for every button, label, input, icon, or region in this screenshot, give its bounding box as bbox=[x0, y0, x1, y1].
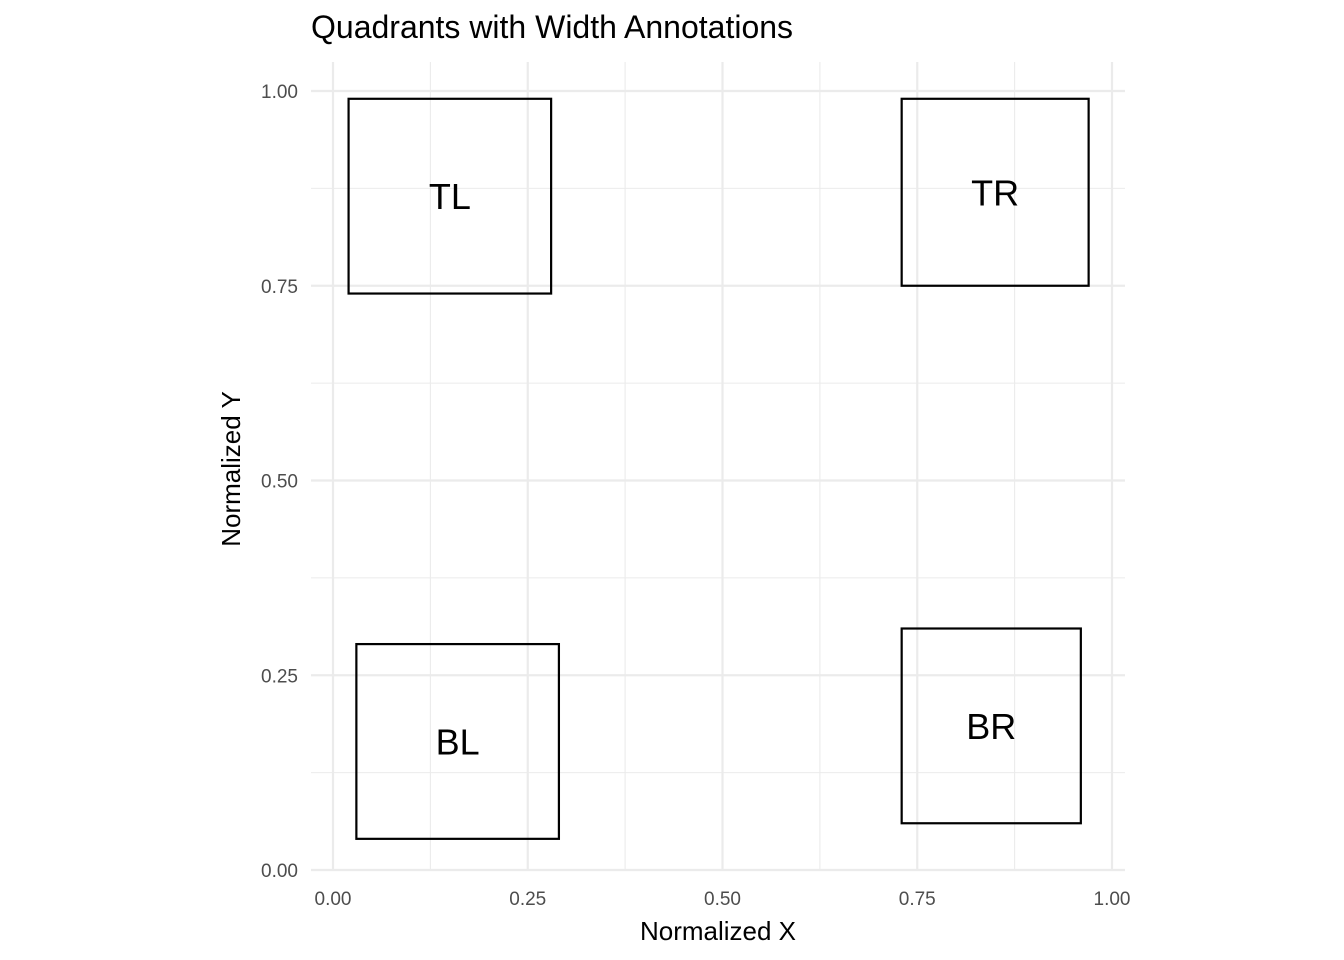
x-axis-title: Normalized X bbox=[640, 916, 796, 946]
boxes: TL TR BL BR bbox=[347, 97, 1090, 840]
box-tr bbox=[900, 97, 1090, 287]
box-label-tl: TL bbox=[429, 176, 471, 217]
y-tick-label: 0.75 bbox=[261, 277, 298, 298]
tick-labels: 0.00 0.25 0.50 0.75 1.00 0.00 0.25 0.50 0.75 1.00 bbox=[261, 82, 1130, 910]
y-tick-label: 1.00 bbox=[261, 82, 298, 103]
x-tick-label: 0.50 bbox=[704, 889, 741, 910]
x-tick-label: 0.00 bbox=[315, 889, 352, 910]
chart-title: Quadrants with Width Annotations bbox=[311, 9, 793, 45]
x-tick-label: 1.00 bbox=[1094, 889, 1131, 910]
box-bl bbox=[355, 642, 561, 840]
box-br bbox=[900, 627, 1082, 825]
grid bbox=[311, 62, 1125, 872]
box-label-bl: BL bbox=[436, 721, 480, 762]
x-tick-label: 0.75 bbox=[899, 889, 936, 910]
x-tick-label: 0.25 bbox=[509, 889, 546, 910]
y-axis-title: Normalized Y bbox=[216, 391, 246, 547]
y-tick-label: 0.00 bbox=[261, 861, 298, 882]
y-tick-label: 0.25 bbox=[261, 666, 298, 687]
box-label-br: BR bbox=[966, 706, 1016, 747]
box-tl bbox=[347, 97, 553, 295]
y-tick-label: 0.50 bbox=[261, 472, 298, 493]
box-label-tr: TR bbox=[971, 172, 1019, 213]
